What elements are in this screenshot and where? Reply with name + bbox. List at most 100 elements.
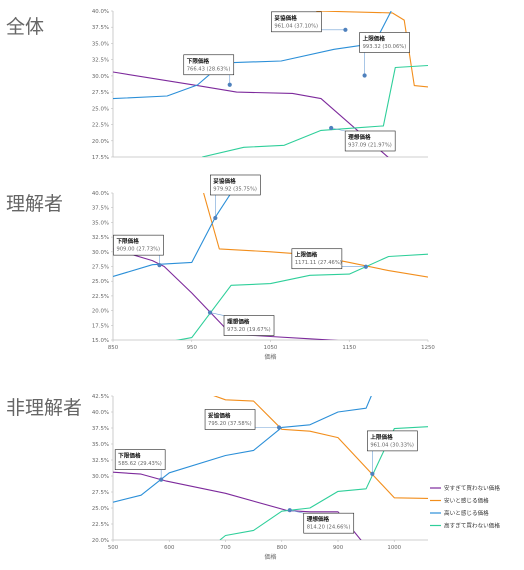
y-tick-label: 30.0% (92, 250, 109, 256)
series-line-green (202, 64, 428, 157)
y-tick-label: 22.5% (92, 294, 109, 300)
callout-title: 上限価格 (370, 433, 393, 441)
y-tick-label: 25.0% (92, 279, 109, 285)
callout-value: 979.92 (35.75%) (213, 186, 257, 192)
y-tick-label: 17.5% (92, 323, 109, 329)
chart-panel-understanding: 理解者 40.0% 37.5% 35.0% 32.5% 30.0% 27.5% 25.0% 2… (6, 174, 435, 361)
callout-title: 妥協価格 (213, 177, 236, 185)
callout-box (303, 512, 355, 534)
legend-label: 高いと感じる価格 (444, 509, 489, 517)
y-tick-label: 17.5% (92, 155, 109, 161)
y-tick-label: 40.0% (92, 9, 109, 15)
callout-title: 下限価格 (118, 452, 141, 460)
callout-box (204, 409, 256, 430)
callout-box (359, 32, 410, 53)
intersection-point (343, 27, 348, 32)
callout-box (210, 174, 261, 196)
chart-title-overall: 全体 (6, 16, 44, 38)
series-line-purple (113, 471, 362, 540)
callout-title: 下限価格 (187, 57, 210, 65)
legend-label: 安いと感じる価格 (444, 497, 489, 505)
y-tick-label: 20.0% (92, 139, 109, 145)
y-tick-label: 40.0% (92, 191, 109, 197)
intersection-point (276, 425, 282, 430)
y-tick-label: 42.5% (92, 394, 109, 400)
x-tick-label: 1050 (264, 345, 278, 351)
callout-box (291, 248, 343, 270)
callout-value: 585.62 (29.43%) (118, 461, 162, 467)
callout-value: 961.04 (30.33%) (370, 442, 414, 448)
callout-box (183, 54, 235, 76)
callout-leader (209, 312, 225, 316)
series-line-orange (213, 396, 428, 499)
callout-title: 妥協価格 (274, 14, 297, 22)
y-tick-label: 30.0% (92, 474, 109, 480)
x-tick-label: 900 (333, 545, 344, 551)
callout-box (367, 430, 418, 452)
x-tick-label: 1000 (387, 545, 401, 551)
y-tick-label: 20.0% (92, 538, 109, 544)
callout-title: 妥協価格 (208, 411, 231, 419)
y-tick-label: 35.0% (92, 442, 109, 448)
series-line-blue (113, 193, 232, 278)
y-tick-label: 32.5% (92, 235, 109, 241)
callout-value: 937.09 (21.97%) (348, 142, 392, 148)
callout-box (113, 234, 164, 256)
callout-value: 1171.11 (27.46%) (295, 260, 342, 266)
callout-value: 766.43 (28.63%) (187, 66, 231, 72)
intersection-point (370, 471, 375, 476)
callout-leader (331, 127, 346, 132)
callout-title: 理想価格 (307, 515, 330, 523)
series-line-green (175, 253, 428, 340)
callout-value: 814.20 (24.66%) (307, 525, 351, 531)
callout-title: 理想価格 (348, 133, 371, 141)
legend-label: 高すぎて買わない価格 (444, 522, 500, 530)
callout-box (114, 449, 166, 470)
series-line-purple (113, 71, 389, 157)
y-tick-label: 25.0% (92, 506, 109, 512)
y-tick-label: 32.5% (92, 58, 109, 64)
callout-title: 上限価格 (295, 251, 318, 259)
y-tick-label: 22.5% (92, 522, 109, 528)
intersection-point (213, 215, 218, 221)
series-line-blue (113, 396, 372, 503)
x-tick-label: 600 (164, 545, 175, 551)
intersection-point (363, 264, 368, 269)
x-axis-title: 価格 (264, 553, 276, 561)
callout-value: 973.20 (19.67%) (227, 327, 271, 333)
y-tick-label: 25.0% (92, 106, 109, 112)
intersection-point (227, 82, 232, 87)
y-tick-label: 27.5% (92, 490, 109, 496)
x-axis-title: 価格 (264, 353, 276, 361)
y-tick-label: 30.0% (92, 74, 109, 80)
callout-value: 993.32 (30.06%) (363, 44, 407, 50)
x-tick-label: 500 (108, 545, 119, 551)
callout-box (344, 130, 396, 152)
y-tick-label: 37.5% (92, 206, 109, 212)
series-line-blue (113, 11, 392, 100)
legend-label: 安すぎて買わない価格 (444, 484, 500, 492)
y-tick-label: 35.0% (92, 41, 109, 47)
y-tick-label: 32.5% (92, 458, 109, 464)
y-tick-label: 27.5% (92, 265, 109, 271)
x-tick-label: 950 (187, 345, 198, 351)
y-tick-label: 20.0% (92, 309, 109, 315)
intersection-point (159, 477, 164, 482)
x-tick-label: 800 (277, 545, 288, 551)
callout-title: 下限価格 (116, 237, 139, 245)
callout-title: 理想価格 (227, 318, 250, 326)
intersection-point (207, 310, 213, 315)
callout-leader (289, 509, 304, 514)
intersection-point (287, 508, 292, 513)
callout-value: 909.00 (27.73%) (116, 247, 160, 253)
intersection-point (362, 73, 367, 78)
x-tick-label: 1250 (421, 345, 435, 351)
chart-panel-overall: 全体 40.0% 37.5% 35.0% 32.5% 30.0% 27.5% 25.0% 22… (6, 9, 428, 161)
chart-title-non-understanding: 非理解者 (6, 397, 82, 419)
x-tick-label: 700 (220, 545, 231, 551)
callout-title: 上限価格 (363, 34, 386, 42)
y-tick-label: 15.0% (92, 338, 109, 344)
y-tick-label: 37.5% (92, 25, 109, 31)
intersection-point (329, 125, 334, 131)
